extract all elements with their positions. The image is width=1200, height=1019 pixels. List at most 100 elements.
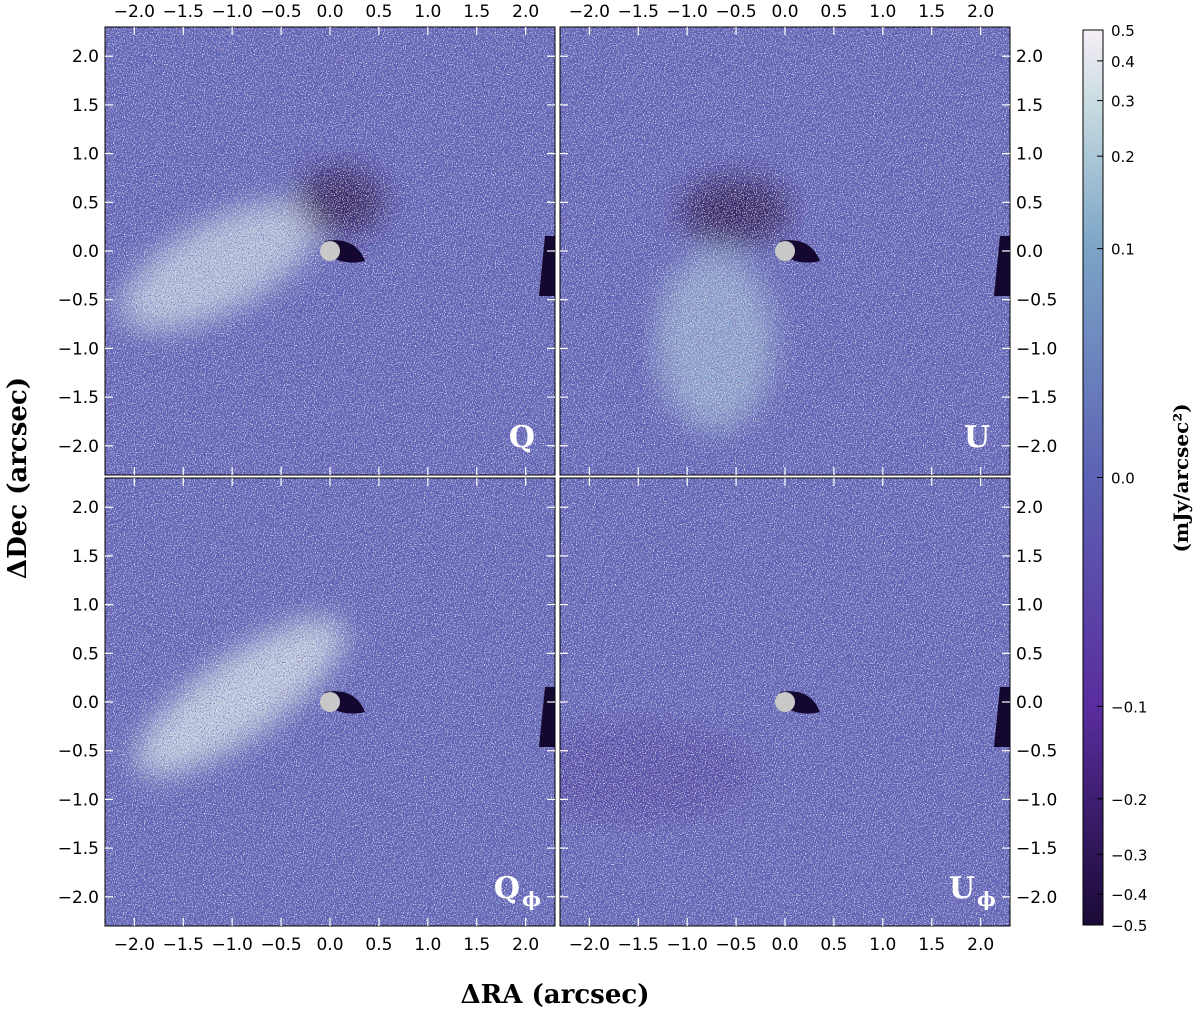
y-tick-label: −1.5 [58, 388, 99, 408]
y-tick-label: 0.5 [72, 193, 99, 213]
y-tick-label: 2.0 [1016, 498, 1043, 518]
coronagraph-mask [320, 241, 340, 261]
colorbar-tick-label: −0.4 [1111, 886, 1147, 904]
x-tick-label: −1.5 [163, 935, 204, 955]
colorbar-tick-label: 0.4 [1111, 53, 1135, 71]
y-tick-label: −1.0 [58, 790, 99, 810]
x-tick-label: 0.0 [771, 2, 798, 22]
x-tick-label: 1.0 [414, 2, 441, 22]
y-tick-label: 0.5 [1016, 644, 1043, 664]
x-tick-label: 0.5 [365, 935, 392, 955]
y-tick-label: 0.5 [1016, 193, 1043, 213]
y-tick-label: 1.5 [1016, 96, 1043, 116]
x-tick-label: 0.5 [820, 935, 847, 955]
y-tick-label: −1.5 [1016, 839, 1057, 859]
y-tick-label: 0.5 [72, 644, 99, 664]
colorbar-tick-label: −0.5 [1111, 917, 1147, 935]
colorbar-tick-label: 0.0 [1111, 470, 1135, 488]
panel [105, 27, 555, 475]
x-tick-label: −2.0 [114, 935, 155, 955]
panel-label: U [949, 871, 975, 906]
x-tick-label: −0.5 [715, 2, 756, 22]
y-tick-label: 0.0 [1016, 242, 1043, 262]
x-tick-label: 2.0 [512, 935, 539, 955]
x-tick-label: −1.0 [667, 935, 708, 955]
x-tick-label: 2.0 [512, 2, 539, 22]
y-tick-label: 1.5 [1016, 547, 1043, 567]
x-tick-label: 0.0 [771, 935, 798, 955]
y-tick-label: 2.0 [72, 47, 99, 67]
y-tick-label: 1.0 [72, 596, 99, 616]
colorbar-tick-label: 0.2 [1111, 148, 1135, 166]
panel-label: Q [509, 420, 535, 455]
x-tick-label: 1.5 [918, 2, 945, 22]
x-tick-label: −1.0 [667, 2, 708, 22]
x-tick-label: −2.0 [569, 935, 610, 955]
y-tick-label: −1.0 [1016, 339, 1057, 359]
colorbar-tick-label: −0.2 [1111, 791, 1147, 809]
x-tick-label: −0.5 [715, 935, 756, 955]
x-tick-label: −2.0 [569, 2, 610, 22]
x-tick-label: 0.5 [820, 2, 847, 22]
y-tick-label: 0.0 [72, 693, 99, 713]
y-tick-label: 2.0 [1016, 47, 1043, 67]
panel [560, 27, 1010, 475]
x-tick-label: 1.5 [463, 935, 490, 955]
y-tick-label: 1.0 [72, 145, 99, 165]
colorbar-tick-label: 0.5 [1111, 22, 1135, 40]
colorbar-tick-label: −0.3 [1111, 846, 1147, 864]
y-tick-label: −0.5 [58, 742, 99, 762]
panel-label-sub: ϕ [977, 887, 996, 911]
colorbar-tick-label: −0.1 [1111, 698, 1147, 716]
colorbar-tick-label: 0.1 [1111, 241, 1135, 259]
y-tick-label: 1.5 [72, 547, 99, 567]
x-tick-label: −0.5 [260, 935, 301, 955]
y-tick-label: 1.0 [1016, 145, 1043, 165]
x-axis-label: ΔRA (arcsec) [461, 980, 650, 1010]
y-tick-label: −0.5 [1016, 742, 1057, 762]
x-tick-label: 0.5 [365, 2, 392, 22]
y-tick-label: 2.0 [72, 498, 99, 518]
y-tick-label: −2.0 [1016, 888, 1057, 908]
coronagraph-mask [320, 692, 340, 712]
x-tick-label: 1.0 [869, 935, 896, 955]
x-tick-label: 1.0 [869, 2, 896, 22]
x-tick-label: 2.0 [967, 2, 994, 22]
colorbar-tick-label: 0.3 [1111, 93, 1135, 111]
x-tick-label: 0.0 [316, 2, 343, 22]
x-tick-label: −2.0 [114, 2, 155, 22]
y-tick-label: 1.5 [72, 96, 99, 116]
y-tick-label: 0.0 [72, 242, 99, 262]
panel-label-sub: ϕ [522, 887, 541, 911]
panel-label: Q [494, 871, 520, 906]
coronagraph-mask [775, 692, 795, 712]
x-tick-label: 1.5 [463, 2, 490, 22]
x-tick-label: 0.0 [316, 935, 343, 955]
y-tick-label: −1.5 [1016, 388, 1057, 408]
y-tick-label: −2.0 [58, 437, 99, 457]
x-tick-label: −1.0 [212, 2, 253, 22]
y-tick-label: −1.0 [58, 339, 99, 359]
panel [105, 478, 555, 926]
y-axis-label: ΔDec (arcsec) [3, 377, 33, 579]
x-tick-label: 1.5 [918, 935, 945, 955]
y-tick-label: −1.5 [58, 839, 99, 859]
x-tick-label: −1.5 [618, 2, 659, 22]
colorbar-label: (mJy/arcsec²) [1169, 403, 1193, 552]
x-tick-label: −1.0 [212, 935, 253, 955]
panel-label: U [964, 420, 990, 455]
x-tick-label: 1.0 [414, 935, 441, 955]
y-tick-label: 1.0 [1016, 596, 1043, 616]
panel [560, 478, 1010, 926]
y-tick-label: −0.5 [58, 291, 99, 311]
x-tick-label: −1.5 [163, 2, 204, 22]
coronagraph-mask [775, 241, 795, 261]
x-tick-label: −0.5 [260, 2, 301, 22]
x-tick-label: −1.5 [618, 935, 659, 955]
y-tick-label: 0.0 [1016, 693, 1043, 713]
y-tick-label: −0.5 [1016, 291, 1057, 311]
y-tick-label: −1.0 [1016, 790, 1057, 810]
y-tick-label: −2.0 [1016, 437, 1057, 457]
x-tick-label: 2.0 [967, 935, 994, 955]
